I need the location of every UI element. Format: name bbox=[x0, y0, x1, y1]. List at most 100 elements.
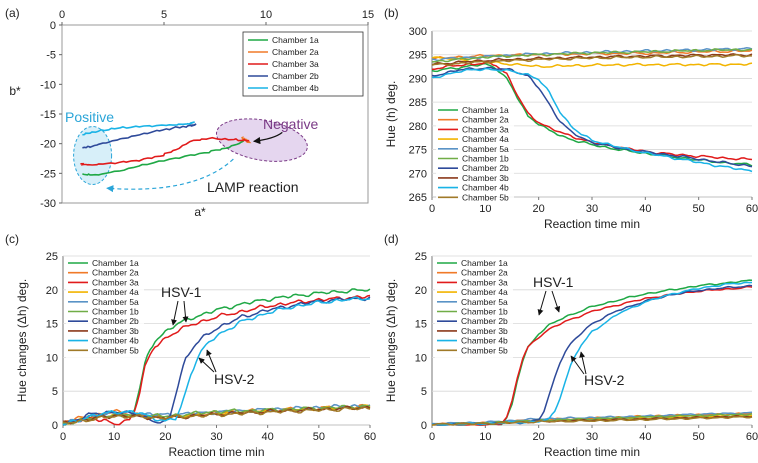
y-tick-label: 10 bbox=[46, 352, 58, 364]
x-tick-label: 20 bbox=[533, 431, 545, 443]
panel-label-c: (c) bbox=[5, 232, 19, 246]
legend-entry: Chamber 3a bbox=[461, 277, 508, 287]
legend-entry: Chamber 5a bbox=[462, 144, 509, 154]
y-tick-label: 5 bbox=[421, 386, 427, 398]
y-axis-label: Hue changes (Δh) deg. bbox=[384, 279, 398, 402]
legend-entry: Chamber 2b bbox=[462, 163, 509, 173]
panel-c: 0 5 10 15 20 25 0 10 20 30 40 50 60 Reaction time min… bbox=[15, 251, 376, 459]
panel-d: 0 5 10 15 20 25 0 10 20 30 40 50 60 Reaction time min… bbox=[384, 251, 758, 459]
x-tick-label: 20 bbox=[159, 431, 171, 443]
x-tick-label: 0 bbox=[59, 9, 65, 21]
x-tick-label: 40 bbox=[639, 203, 651, 215]
series-line-chamber-5b bbox=[431, 53, 752, 67]
legend-entry: Chamber 4a bbox=[462, 134, 509, 144]
hsv1-arrow bbox=[537, 290, 547, 316]
x-tick-label: 60 bbox=[746, 203, 758, 215]
y-tick-label: 10 bbox=[415, 352, 427, 364]
hsv1-label: HSV-1 bbox=[533, 274, 574, 290]
negative-label: Negative bbox=[263, 116, 318, 132]
y-tick-label: 290 bbox=[409, 73, 427, 85]
series-line-chamber-5a bbox=[62, 403, 371, 424]
y-tick-label: 285 bbox=[409, 97, 427, 109]
hsv2-arrow bbox=[579, 351, 587, 375]
legend-entry: Chamber 5b bbox=[92, 345, 139, 355]
legend-entry: Chamber 2a bbox=[462, 115, 509, 125]
x-tick-label: 0 bbox=[429, 203, 435, 215]
x-tick-label: 30 bbox=[210, 431, 222, 443]
panel-label-d: (d) bbox=[384, 232, 399, 246]
y-tick-label: -15 bbox=[40, 109, 56, 121]
x-axis-label: Reaction time min bbox=[168, 445, 264, 459]
x-tick-label: 50 bbox=[313, 431, 325, 443]
legend-entry: Chamber 3a bbox=[272, 59, 319, 69]
x-axis-label: Reaction time min bbox=[544, 217, 640, 231]
hsv2-label: HSV-2 bbox=[584, 372, 625, 388]
series-line-chamber-4b bbox=[431, 67, 753, 173]
y-tick-label: 5 bbox=[52, 386, 58, 398]
hsv1-arrow bbox=[182, 300, 189, 323]
x-tick-label: 60 bbox=[364, 431, 376, 443]
legend-entry: Chamber 2a bbox=[461, 268, 508, 278]
x-tick-label: 10 bbox=[479, 203, 491, 215]
series-line-chamber-3b bbox=[62, 405, 371, 425]
positive-label: Positive bbox=[65, 109, 114, 125]
series-line-chamber-3a bbox=[62, 294, 371, 426]
y-tick-label: 265 bbox=[409, 192, 427, 204]
legend-entry: Chamber 4a bbox=[92, 287, 139, 297]
y-tick-label: 0 bbox=[52, 420, 58, 432]
negative-arrow bbox=[253, 131, 283, 145]
legend-entry: Chamber 2b bbox=[92, 316, 139, 326]
legend-entry: Chamber 1a bbox=[92, 258, 139, 268]
series-line-chamber-3b bbox=[431, 53, 753, 66]
legend-entry: Chamber 1b bbox=[461, 307, 508, 317]
lamp-arrow bbox=[106, 158, 234, 193]
legend-entry: Chamber 2b bbox=[272, 71, 319, 81]
series-line-chamber-4b bbox=[82, 121, 196, 136]
y-tick-label: 275 bbox=[409, 145, 427, 157]
x-tick-label: 0 bbox=[429, 431, 435, 443]
series-line-chamber-1b bbox=[431, 413, 753, 426]
legend-entry: Chamber 5a bbox=[461, 297, 508, 307]
panel-label-b: (b) bbox=[384, 6, 399, 20]
y-tick-label: 0 bbox=[50, 20, 56, 32]
hsv1-arrow bbox=[171, 300, 179, 326]
hsv2-arrow bbox=[570, 355, 585, 375]
y-tick-label: 15 bbox=[46, 319, 58, 331]
y-tick-label: -5 bbox=[46, 50, 56, 62]
legend-entry: Chamber 3b bbox=[462, 173, 509, 183]
y-tick-label: 0 bbox=[421, 420, 427, 432]
y-tick-label: 20 bbox=[415, 285, 427, 297]
y-tick-label: 25 bbox=[415, 251, 427, 263]
x-tick-label: 50 bbox=[693, 431, 705, 443]
hsv2-label: HSV-2 bbox=[214, 371, 255, 387]
legend-entry: Chamber 3a bbox=[92, 277, 139, 287]
y-tick-label: -30 bbox=[40, 198, 56, 210]
hsv2-arrow bbox=[206, 349, 217, 373]
x-tick-label: 10 bbox=[260, 9, 272, 21]
x-tick-label: 60 bbox=[746, 431, 758, 443]
y-tick-label: 15 bbox=[415, 319, 427, 331]
x-tick-label: 0 bbox=[60, 431, 66, 443]
legend-entry: Chamber 4b bbox=[272, 83, 319, 93]
x-tick-label: 30 bbox=[586, 431, 598, 443]
legend-entry: Chamber 2b bbox=[461, 316, 508, 326]
legend-entry: Chamber 1b bbox=[462, 154, 509, 164]
legend-entry: Chamber 2a bbox=[92, 268, 139, 278]
series-line-chamber-1b bbox=[431, 48, 753, 63]
legend-entry: Chamber 1b bbox=[92, 307, 139, 317]
legend-entry: Chamber 4b bbox=[461, 336, 508, 346]
y-tick-label: 20 bbox=[46, 285, 58, 297]
legend-entry: Chamber 3b bbox=[92, 326, 139, 336]
y-axis-label: b* bbox=[9, 84, 21, 98]
legend-entry: Chamber 1a bbox=[462, 105, 509, 115]
y-axis-label: Hue (h) deg. bbox=[384, 81, 398, 148]
hsv2-arrow bbox=[198, 357, 215, 373]
x-tick-label: 10 bbox=[108, 431, 120, 443]
legend-entry: Chamber 5b bbox=[462, 192, 509, 202]
y-axis-label: Hue changes (Δh) deg. bbox=[15, 279, 29, 402]
series-line-chamber-5b bbox=[431, 415, 753, 426]
series-line-chamber-4b bbox=[62, 296, 371, 426]
series-line-chamber-1a bbox=[82, 140, 245, 176]
hsv1-label: HSV-1 bbox=[161, 284, 202, 300]
